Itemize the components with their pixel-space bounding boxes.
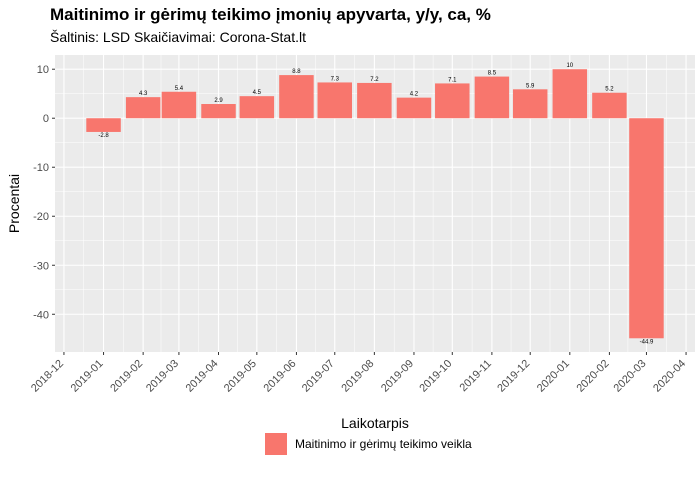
bar <box>279 75 314 119</box>
x-tick-label: 2019-08 <box>339 358 376 395</box>
bar <box>474 76 510 119</box>
bar-value-label: 5.4 <box>175 86 184 92</box>
x-tick-label: 2019-01 <box>69 358 106 395</box>
x-tick-label: 2019-10 <box>417 358 454 395</box>
bar-value-label: 7.1 <box>448 77 457 83</box>
y-tick-label: -20 <box>33 211 49 223</box>
legend: Maitinimo ir gėrimų teikimo veikla <box>265 433 472 455</box>
bar <box>201 104 236 119</box>
bar-value-label: 4.5 <box>253 90 262 96</box>
chart-title: Maitinimo ir gėrimų teikimo įmonių apyva… <box>50 5 491 24</box>
bar-value-label: -44.9 <box>640 339 654 345</box>
bar <box>396 97 432 119</box>
x-tick-label: 2019-04 <box>184 358 221 395</box>
x-tick-label: 2019-12 <box>495 358 532 395</box>
bar <box>317 82 353 119</box>
x-tick-label: 2020-03 <box>612 358 649 395</box>
bar <box>552 69 588 119</box>
bar <box>357 82 392 119</box>
bar-value-label: 7.2 <box>370 77 379 83</box>
y-tick-label: -10 <box>33 162 49 174</box>
bar-value-label: 5.9 <box>526 83 535 89</box>
bar <box>239 96 275 119</box>
chart-subtitle: Šaltinis: LSD Skaičiavimai: Corona-Stat.… <box>50 29 306 45</box>
legend-key <box>265 433 287 455</box>
bar-value-label: 8.8 <box>292 69 301 75</box>
x-tick-label: 2019-02 <box>108 358 145 395</box>
bar-value-label: 7.3 <box>331 76 340 82</box>
bar <box>592 92 627 119</box>
x-tick-label: 2019-03 <box>144 358 181 395</box>
x-tick-label: 2020-04 <box>651 358 688 395</box>
bar <box>86 118 121 132</box>
x-tick-label: 2019-05 <box>222 358 259 395</box>
x-axis-title: Laikotarpis <box>341 415 409 431</box>
y-tick-label: 10 <box>37 64 49 76</box>
bar <box>161 91 197 119</box>
x-tick-label: 2019-11 <box>458 358 494 394</box>
bar-value-label: 4.2 <box>410 92 419 98</box>
bar <box>629 118 664 339</box>
x-tick-label: 2019-06 <box>262 358 299 395</box>
y-tick-label: -40 <box>33 309 49 321</box>
bar <box>125 97 161 119</box>
y-axis-title: Procentai <box>6 174 22 233</box>
x-tick-label: 2019-09 <box>379 358 416 395</box>
x-tick-label: 2018-12 <box>29 358 66 395</box>
x-tick-label: 2020-02 <box>574 358 611 395</box>
bar-value-label: 10 <box>566 63 573 69</box>
bar <box>435 83 470 119</box>
bar-value-label: 4.3 <box>139 91 148 97</box>
bar-value-label: -2.8 <box>98 133 109 139</box>
legend-label: Maitinimo ir gėrimų teikimo veikla <box>295 437 472 451</box>
y-tick-label: -30 <box>33 260 49 272</box>
y-tick-label: 0 <box>43 113 49 125</box>
x-tick-label: 2019-07 <box>300 358 337 395</box>
bar-value-label: 5.2 <box>605 87 614 93</box>
bar <box>512 89 548 119</box>
bar-value-label: 2.9 <box>214 98 223 104</box>
bar-value-label: 8.5 <box>488 71 497 77</box>
x-tick-label: 2020-01 <box>535 358 572 395</box>
